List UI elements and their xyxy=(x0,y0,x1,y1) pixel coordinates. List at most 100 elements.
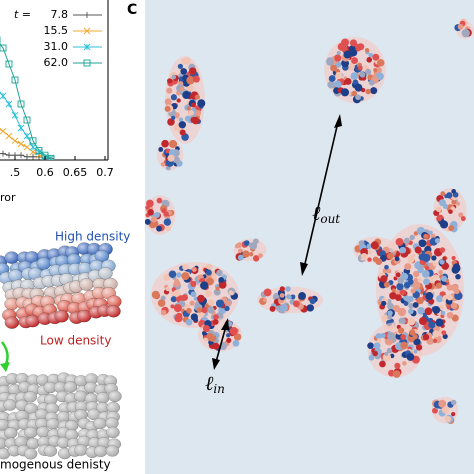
high-density-label: High density xyxy=(55,230,130,244)
legend-label: 7.8 xyxy=(51,8,69,21)
shine xyxy=(4,427,18,439)
particle xyxy=(376,338,382,343)
particle xyxy=(384,264,389,270)
particle xyxy=(279,286,285,292)
shine xyxy=(103,277,118,290)
particle xyxy=(367,249,373,255)
particle xyxy=(451,412,456,417)
particle xyxy=(368,52,374,58)
particle xyxy=(423,233,429,239)
particle xyxy=(359,71,366,78)
particle xyxy=(262,298,267,303)
legend-label: 31.0 xyxy=(44,40,69,53)
particle xyxy=(432,338,438,344)
particle xyxy=(145,218,151,225)
particle xyxy=(206,332,214,341)
particle xyxy=(218,277,225,283)
marker xyxy=(83,43,91,51)
shine xyxy=(74,444,88,456)
particle xyxy=(370,87,378,95)
particle xyxy=(353,43,362,52)
shine xyxy=(77,310,92,323)
shine xyxy=(94,445,108,457)
particle xyxy=(458,212,464,218)
particle xyxy=(179,129,186,136)
marker xyxy=(29,148,37,156)
shine xyxy=(57,411,71,423)
particle xyxy=(412,281,421,290)
shine xyxy=(0,419,10,431)
particle xyxy=(417,267,424,274)
particle xyxy=(147,209,154,216)
particle xyxy=(168,139,178,149)
particle xyxy=(290,294,296,300)
shine xyxy=(23,391,37,403)
shine xyxy=(92,278,107,291)
shine xyxy=(75,401,89,413)
particle xyxy=(153,211,160,219)
shine xyxy=(7,445,21,457)
shine xyxy=(108,390,122,402)
particle xyxy=(409,234,415,241)
shine xyxy=(4,316,19,329)
particle xyxy=(258,253,263,258)
particle xyxy=(212,342,220,350)
particle xyxy=(190,291,197,298)
particle xyxy=(191,267,197,272)
marker xyxy=(84,12,90,18)
particle xyxy=(448,225,455,232)
marker xyxy=(11,137,19,145)
particle xyxy=(366,243,372,249)
particle xyxy=(263,288,272,297)
particle xyxy=(434,238,441,244)
particle xyxy=(189,67,197,75)
particle xyxy=(446,192,453,199)
particle xyxy=(440,191,446,197)
particle xyxy=(170,94,178,101)
particle xyxy=(373,67,378,73)
density-layers xyxy=(0,242,122,329)
particle xyxy=(178,121,187,129)
particle xyxy=(417,306,425,315)
particle xyxy=(181,294,189,301)
particle xyxy=(234,243,240,249)
particle xyxy=(394,294,402,302)
particle xyxy=(446,311,454,319)
particle xyxy=(372,350,378,357)
particle xyxy=(440,310,446,316)
particle xyxy=(201,307,208,314)
particle xyxy=(170,304,175,309)
particle xyxy=(410,288,416,294)
particle xyxy=(330,64,337,72)
particle xyxy=(451,188,457,194)
shine xyxy=(43,382,57,394)
particle xyxy=(389,353,395,359)
particle xyxy=(355,94,361,101)
particle xyxy=(218,280,227,289)
particle xyxy=(461,29,470,38)
marker xyxy=(6,152,12,159)
particle xyxy=(186,307,192,314)
particle xyxy=(340,88,350,97)
particle xyxy=(190,280,197,288)
particle xyxy=(242,250,250,258)
particle xyxy=(354,83,363,92)
shine xyxy=(0,437,7,449)
particle xyxy=(439,220,449,229)
shine xyxy=(8,384,22,396)
particle xyxy=(452,221,457,227)
marker xyxy=(23,143,31,151)
particle xyxy=(166,87,173,94)
particle xyxy=(451,255,456,261)
particle xyxy=(177,63,184,70)
particle xyxy=(157,299,166,307)
marker xyxy=(5,132,13,140)
particle xyxy=(167,78,173,84)
shine xyxy=(24,426,38,438)
shine xyxy=(65,420,79,432)
particle xyxy=(360,252,368,260)
particle xyxy=(205,269,212,276)
particle xyxy=(411,253,416,258)
marker xyxy=(29,143,37,151)
marker xyxy=(0,127,7,135)
